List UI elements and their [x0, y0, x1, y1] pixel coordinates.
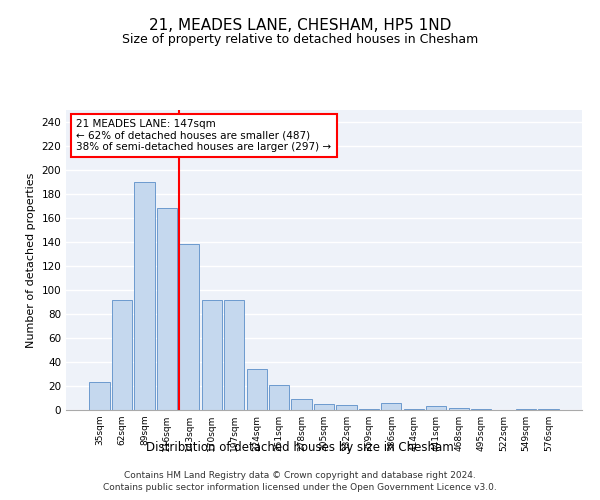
Bar	[471, 409, 491, 410]
Bar	[292, 399, 311, 410]
Text: Contains HM Land Registry data © Crown copyright and database right 2024.: Contains HM Land Registry data © Crown c…	[124, 471, 476, 480]
Text: 21 MEADES LANE: 147sqm
← 62% of detached houses are smaller (487)
38% of semi-de: 21 MEADES LANE: 147sqm ← 62% of detached…	[76, 119, 331, 152]
Bar	[449, 408, 469, 410]
Y-axis label: Number of detached properties: Number of detached properties	[26, 172, 36, 348]
Bar	[179, 244, 199, 410]
Bar	[112, 300, 132, 410]
Text: Distribution of detached houses by size in Chesham: Distribution of detached houses by size …	[146, 441, 454, 454]
Bar	[89, 382, 110, 410]
Bar	[314, 404, 334, 410]
Bar	[202, 300, 222, 410]
Bar	[247, 369, 267, 410]
Bar	[157, 208, 177, 410]
Bar	[404, 409, 424, 410]
Bar	[224, 300, 244, 410]
Text: Contains public sector information licensed under the Open Government Licence v3: Contains public sector information licen…	[103, 484, 497, 492]
Text: Size of property relative to detached houses in Chesham: Size of property relative to detached ho…	[122, 32, 478, 46]
Text: 21, MEADES LANE, CHESHAM, HP5 1ND: 21, MEADES LANE, CHESHAM, HP5 1ND	[149, 18, 451, 32]
Bar	[134, 182, 155, 410]
Bar	[337, 405, 356, 410]
Bar	[516, 409, 536, 410]
Bar	[538, 409, 559, 410]
Bar	[381, 403, 401, 410]
Bar	[269, 385, 289, 410]
Bar	[359, 409, 379, 410]
Bar	[426, 406, 446, 410]
